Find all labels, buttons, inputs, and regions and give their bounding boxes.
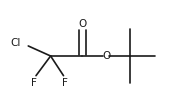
Text: O: O [78, 19, 86, 29]
Text: F: F [62, 78, 68, 88]
Text: O: O [102, 51, 110, 61]
Text: Cl: Cl [11, 38, 21, 48]
Text: F: F [32, 78, 37, 88]
